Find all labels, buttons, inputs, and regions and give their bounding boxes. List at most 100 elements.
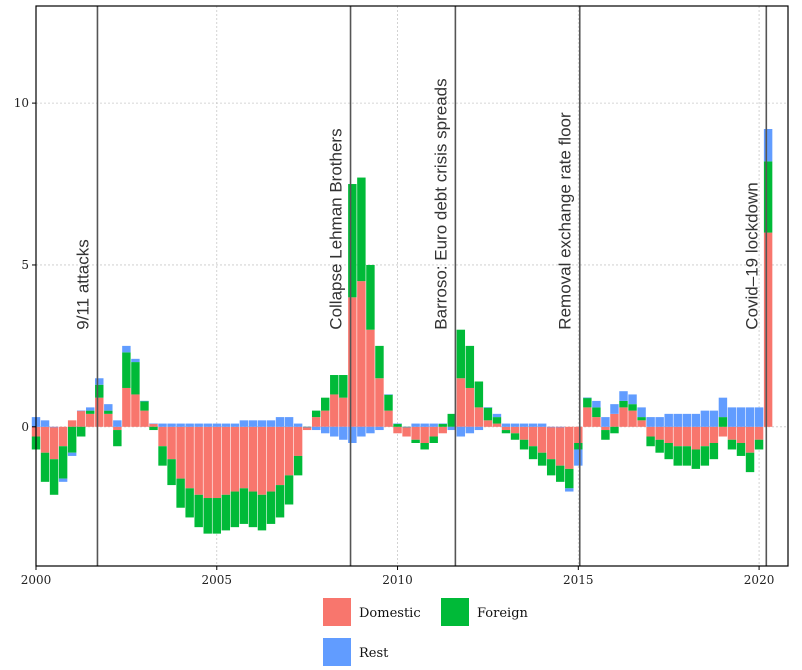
bar-rest xyxy=(348,426,357,443)
bar-foreign xyxy=(754,439,764,450)
bar-foreign xyxy=(158,446,167,466)
bar-domestic xyxy=(556,426,565,466)
bar-foreign xyxy=(655,439,664,453)
bar-foreign xyxy=(447,413,456,427)
bar-foreign xyxy=(257,494,267,531)
bar-rest xyxy=(194,423,203,427)
bar-rest xyxy=(185,423,194,427)
bar-foreign xyxy=(709,442,719,460)
bar-rest xyxy=(754,407,764,427)
bar-domestic xyxy=(40,426,50,453)
bar-rest xyxy=(727,407,737,427)
bar-foreign xyxy=(357,177,366,282)
bar-domestic xyxy=(420,426,429,443)
plot-frame xyxy=(35,5,789,567)
bar-foreign xyxy=(429,436,438,443)
bar-foreign xyxy=(700,446,710,466)
bar-rest xyxy=(393,423,402,425)
bar-rest xyxy=(583,397,592,399)
bar-rest xyxy=(601,417,610,427)
bar-rest xyxy=(718,397,728,418)
bar-domestic xyxy=(628,410,637,427)
legend-swatch-foreign xyxy=(441,598,469,626)
bar-domestic xyxy=(546,426,556,460)
bar-rest xyxy=(257,420,267,427)
bar-foreign xyxy=(348,184,357,298)
bar-domestic xyxy=(275,426,285,486)
bar-foreign xyxy=(637,417,646,421)
bar-rest xyxy=(284,417,294,427)
bar-foreign xyxy=(610,426,619,434)
bar-rest xyxy=(637,407,646,418)
legend-label-foreign: Foreign xyxy=(477,606,529,621)
bar-domestic xyxy=(248,426,258,492)
bar-foreign xyxy=(474,381,484,408)
bar-rest xyxy=(709,410,719,427)
bar-foreign xyxy=(546,459,556,476)
bar-domestic xyxy=(474,407,484,427)
bar-rest xyxy=(339,426,348,440)
bar-foreign xyxy=(293,455,303,476)
bar-domestic xyxy=(610,413,619,427)
legend: Domestic Foreign Rest xyxy=(323,598,529,666)
legend-label-rest: Rest xyxy=(359,646,389,661)
bar-rest xyxy=(302,426,312,428)
event-label: Barroso: Euro debt crisis spreads xyxy=(431,78,450,329)
bar-foreign xyxy=(194,494,203,528)
bar-rest xyxy=(167,423,176,427)
legend-label-domestic: Domestic xyxy=(359,606,421,621)
bar-domestic xyxy=(637,420,646,427)
bar-foreign xyxy=(366,264,375,330)
bar-rest xyxy=(76,410,86,412)
bar-foreign xyxy=(727,439,737,450)
bar-foreign xyxy=(492,417,502,424)
bar-rest xyxy=(447,426,456,431)
bars xyxy=(31,129,773,534)
bar-foreign xyxy=(239,488,249,524)
bar-foreign xyxy=(483,407,493,421)
bar-foreign xyxy=(537,452,547,466)
bar-domestic xyxy=(700,426,710,447)
bar-foreign xyxy=(420,442,429,450)
bar-domestic xyxy=(176,426,185,479)
bar-rest xyxy=(176,423,185,427)
bar-rest xyxy=(592,400,601,408)
bar-foreign xyxy=(230,491,240,528)
bar-domestic xyxy=(49,426,59,460)
bar-rest xyxy=(673,413,682,427)
bar-rest xyxy=(610,404,619,414)
bar-foreign xyxy=(266,491,276,524)
bar-rest xyxy=(293,423,303,427)
bar-domestic xyxy=(438,426,447,434)
bar-foreign xyxy=(311,410,321,418)
bar-domestic xyxy=(411,426,420,440)
bar-rest xyxy=(510,423,520,427)
bar-rest xyxy=(221,423,231,427)
bar-foreign xyxy=(438,423,447,427)
bar-foreign xyxy=(574,442,583,450)
bar-rest xyxy=(375,426,384,431)
bar-domestic xyxy=(763,232,773,427)
bar-rest xyxy=(149,423,158,425)
event-lines: 9/11 attacks Collapse Lehman Brothers Barr… xyxy=(73,6,768,566)
bar-rest xyxy=(86,407,95,411)
x-tick-label: 2010 xyxy=(382,573,413,587)
bar-domestic xyxy=(321,410,330,427)
bar-domestic xyxy=(492,423,502,427)
x-tick-label: 2005 xyxy=(201,573,232,587)
bar-foreign xyxy=(221,494,231,531)
bar-rest xyxy=(113,420,122,427)
bar-rest xyxy=(230,423,240,427)
bar-domestic xyxy=(456,378,466,427)
bar-domestic xyxy=(483,420,493,427)
bar-domestic xyxy=(754,426,764,440)
bar-rest xyxy=(104,404,113,411)
bar-domestic xyxy=(266,426,276,492)
bar-foreign xyxy=(140,400,149,411)
bar-foreign xyxy=(185,488,194,518)
x-tick-label: 2015 xyxy=(563,573,594,587)
bar-domestic xyxy=(501,426,511,431)
bar-foreign xyxy=(510,433,520,440)
bar-rest xyxy=(131,358,140,363)
